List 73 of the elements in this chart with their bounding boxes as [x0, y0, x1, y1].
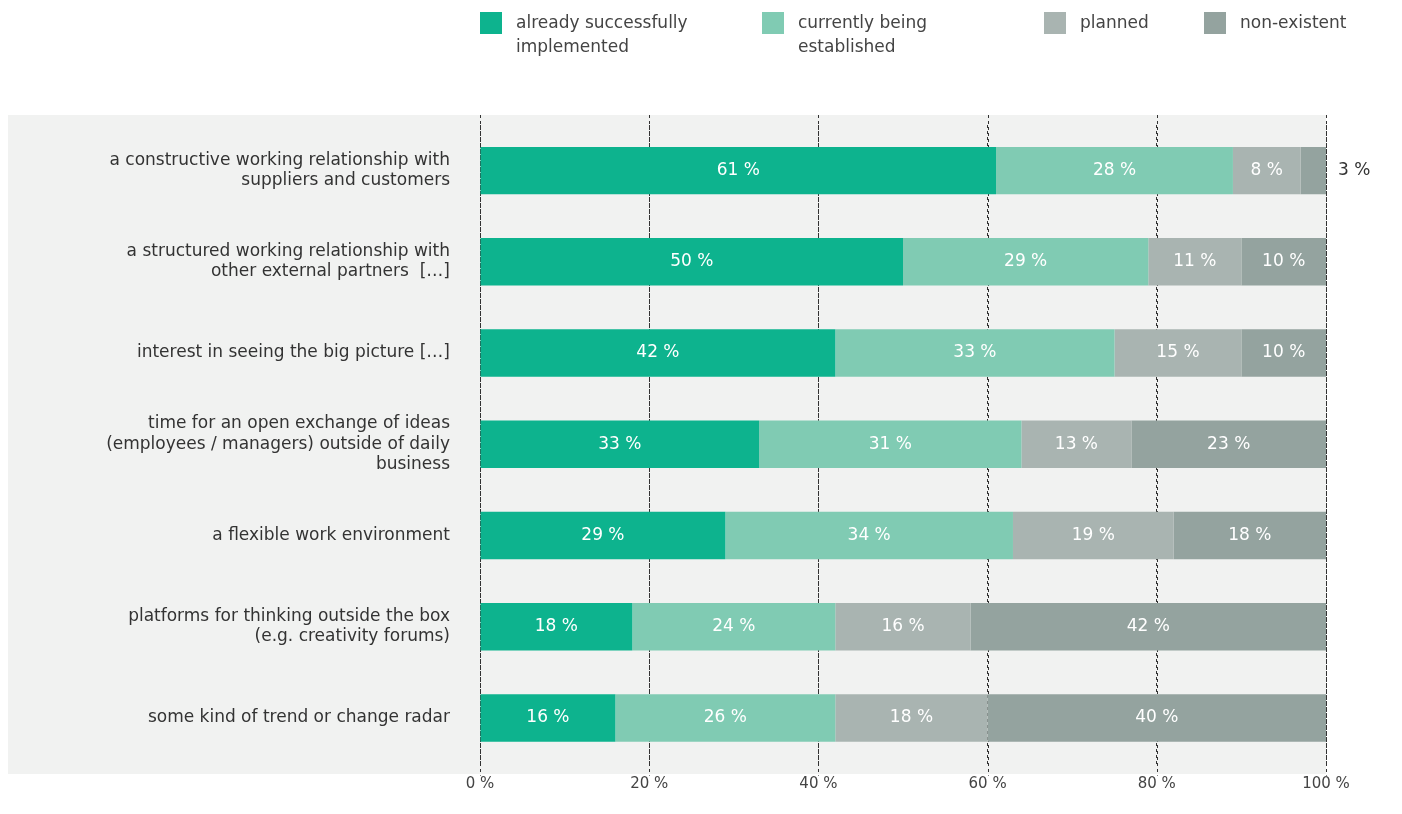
y-tick-label: time for an open exchange of ideas (employees / managers) outside of daily business: [106, 412, 451, 474]
bar: [480, 511, 726, 560]
data-label: 23 %: [1207, 432, 1251, 453]
legend-label: planned: [1080, 11, 1149, 34]
legend-label: already successfully implemented: [516, 11, 689, 58]
data-label: 18 %: [889, 706, 934, 727]
bar: [1300, 146, 1326, 195]
data-label: 26 %: [703, 706, 747, 727]
data-label: 29 %: [581, 523, 625, 544]
bar: [987, 694, 1326, 742]
bar: [480, 420, 760, 469]
data-label: 8 %: [1250, 159, 1283, 180]
data-label: 16 %: [881, 615, 925, 636]
bar: [1241, 329, 1326, 377]
bar: [480, 238, 903, 286]
x-tick-label: 80 %: [1137, 774, 1176, 793]
data-label: 42 %: [636, 341, 680, 362]
data-label: 31 %: [868, 432, 912, 453]
data-label: 33 %: [953, 341, 997, 362]
bar: [996, 146, 1233, 195]
data-label: 40 %: [1135, 706, 1179, 727]
data-label: 50 %: [670, 250, 714, 271]
data-label: 33 %: [598, 432, 642, 453]
data-label: 18 %: [534, 615, 578, 636]
bar: [835, 329, 1115, 377]
data-label: 19 %: [1071, 523, 1115, 544]
data-label: 24 %: [712, 615, 756, 636]
y-tick-label: some kind of trend or change radar: [147, 706, 450, 727]
x-tick-label: 100 %: [1302, 774, 1350, 793]
bar: [970, 603, 1326, 651]
y-tick-label: platforms for thinking outside the box (e.g. creativity forums): [128, 604, 450, 646]
data-label: 28 %: [1092, 159, 1137, 180]
x-tick-label: 60 %: [968, 774, 1007, 793]
legend-label: currently being established: [798, 11, 929, 58]
y-tick-label: interest in seeing the big picture […]: [136, 341, 450, 362]
bar: [480, 146, 997, 195]
data-label: 13 %: [1054, 432, 1099, 453]
bar: [903, 238, 1149, 286]
bar: [632, 603, 836, 651]
data-label: 61 %: [716, 159, 760, 180]
data-label: 16 %: [526, 706, 570, 727]
bar: [1232, 146, 1301, 195]
bar: [835, 694, 988, 742]
bar: [1114, 329, 1242, 377]
bar: [1173, 511, 1326, 560]
y-tick-label: a structured working relationship with other external partners […]: [126, 240, 450, 281]
bar: [615, 694, 836, 742]
data-label: 3 %: [1338, 159, 1371, 180]
data-label: 29 %: [1004, 250, 1048, 271]
data-label: 15 %: [1156, 341, 1200, 362]
bar: [725, 511, 1013, 560]
data-label: 34 %: [847, 523, 891, 544]
y-tick-label: a flexible work environment: [212, 523, 451, 544]
bar: [1021, 420, 1132, 469]
data-label: 10 %: [1262, 341, 1306, 362]
bar: [759, 420, 1022, 469]
bar: [1012, 511, 1174, 560]
bar: [835, 603, 971, 651]
bar: [480, 603, 633, 651]
x-tick-label: 0 %: [465, 774, 495, 793]
bar: [1131, 420, 1326, 469]
data-label: 42 %: [1126, 615, 1170, 636]
bar: [1148, 238, 1242, 286]
bar: [480, 329, 836, 377]
data-label: 10 %: [1262, 250, 1306, 271]
x-tick-label: 40 %: [799, 774, 838, 793]
legend-label: non-existent: [1240, 11, 1347, 34]
x-tick-label: 20 %: [630, 774, 669, 793]
data-label: 18 %: [1228, 523, 1272, 544]
y-tick-label: a constructive working relationship with suppliers and customers: [109, 148, 451, 190]
bar: [480, 694, 616, 742]
data-label: 11 %: [1173, 250, 1217, 271]
bar: [1241, 238, 1326, 286]
